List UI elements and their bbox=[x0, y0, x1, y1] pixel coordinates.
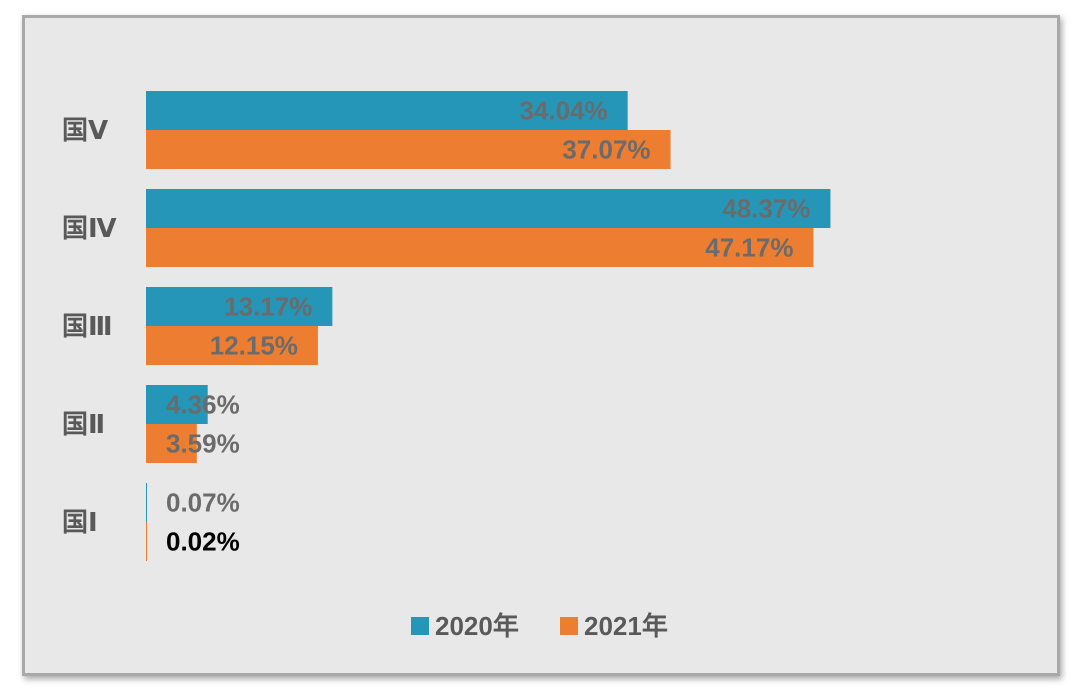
bar-2020年-0 bbox=[146, 91, 628, 130]
value-labels-group: 34.04% 37.07% 48.37% 47.17% 13.17% 12.15% 4.36… bbox=[166, 96, 810, 557]
bar-2021年-0 bbox=[146, 130, 671, 169]
category-label: 国Ⅳ bbox=[62, 213, 117, 243]
bar-2020年-3 bbox=[146, 385, 208, 424]
bar-2020年-2 bbox=[146, 287, 333, 326]
category-labels-group: 国Ⅴ 国Ⅳ 国Ⅲ 国Ⅱ 国Ⅰ bbox=[62, 115, 117, 537]
legend-label-2021: 2021年 bbox=[584, 611, 668, 641]
legend: 2020年 2021年 bbox=[411, 611, 668, 641]
category-label: 国Ⅱ bbox=[62, 409, 105, 439]
value-label: 0.07% bbox=[166, 488, 240, 518]
bar-2020年-1 bbox=[146, 189, 831, 228]
category-label: 国Ⅰ bbox=[62, 507, 98, 537]
value-label: 13.17% bbox=[224, 292, 312, 322]
value-label: 3.59% bbox=[166, 429, 240, 459]
bar-2021年-1 bbox=[146, 228, 814, 267]
legend-label-2020: 2020年 bbox=[435, 611, 519, 641]
value-label: 37.07% bbox=[562, 135, 650, 165]
value-label: 48.37% bbox=[722, 194, 810, 224]
bar-2020年-4 bbox=[146, 483, 147, 522]
value-label: 12.15% bbox=[210, 331, 298, 361]
bar-2021年-4 bbox=[146, 522, 147, 561]
value-label: 4.36% bbox=[166, 390, 240, 420]
bar-2021年-3 bbox=[146, 424, 197, 463]
legend-swatch-2020 bbox=[411, 617, 429, 635]
bars-group bbox=[146, 91, 831, 561]
category-label: 国Ⅴ bbox=[62, 115, 108, 145]
legend-swatch-2021 bbox=[560, 617, 578, 635]
value-label: 47.17% bbox=[705, 233, 793, 263]
bar-2021年-2 bbox=[146, 326, 318, 365]
value-label: 34.04% bbox=[519, 96, 607, 126]
category-label: 国Ⅲ bbox=[62, 311, 113, 341]
value-label: 0.02% bbox=[166, 527, 240, 557]
